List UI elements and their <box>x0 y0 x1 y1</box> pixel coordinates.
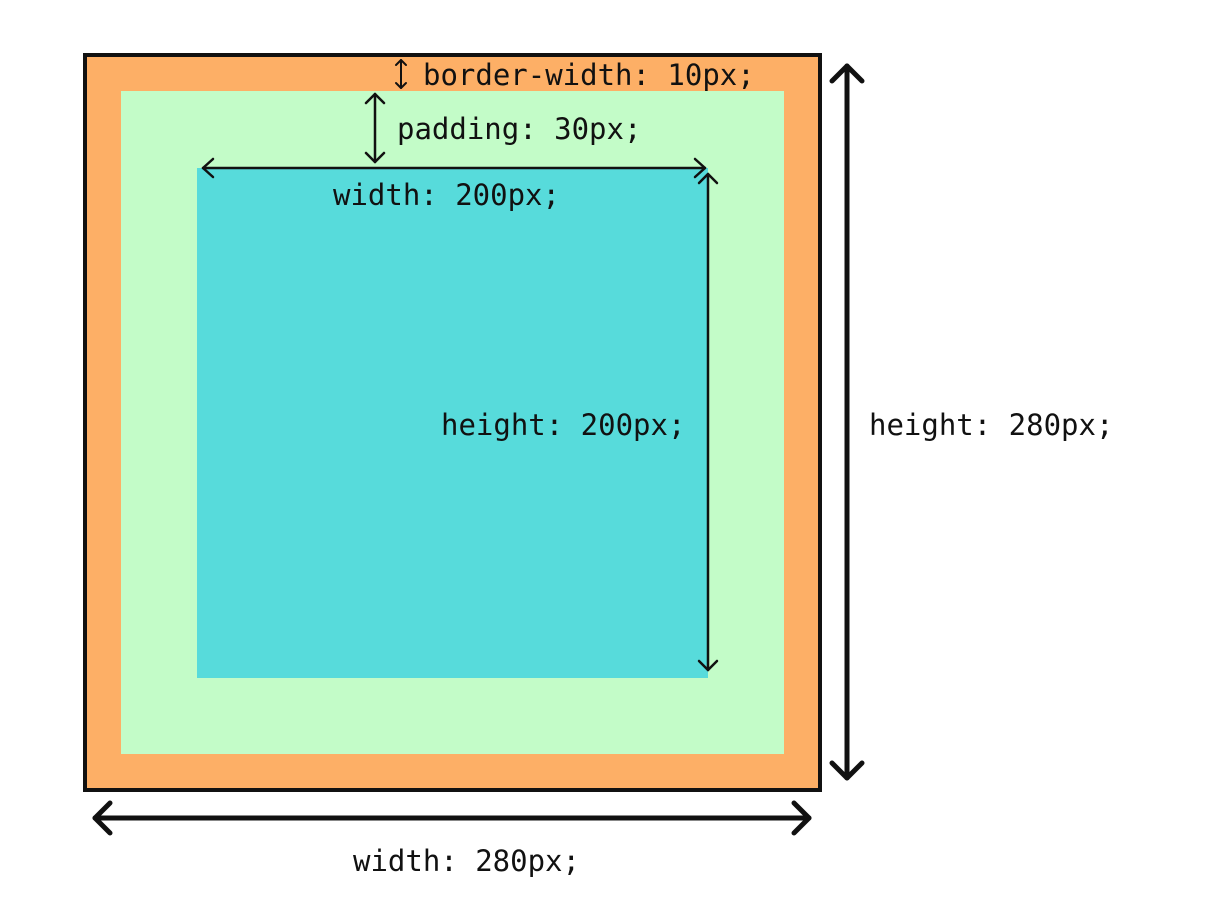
padding-arrow <box>364 92 386 164</box>
border-width-label: border-width: 10px; <box>423 58 755 92</box>
content-area <box>197 168 708 678</box>
padding-label: padding: 30px; <box>397 112 641 146</box>
outer-width-label: width: 280px; <box>353 844 580 878</box>
content-width-arrow <box>201 157 707 179</box>
border-width-arrow <box>395 59 407 89</box>
content-height-label: height: 200px; <box>441 408 685 442</box>
content-height-arrow <box>697 172 719 672</box>
content-width-label: width: 200px; <box>333 178 560 212</box>
outer-width-arrow <box>92 800 812 836</box>
outer-height-arrow <box>829 63 865 781</box>
outer-height-label: height: 280px; <box>869 408 1113 442</box>
